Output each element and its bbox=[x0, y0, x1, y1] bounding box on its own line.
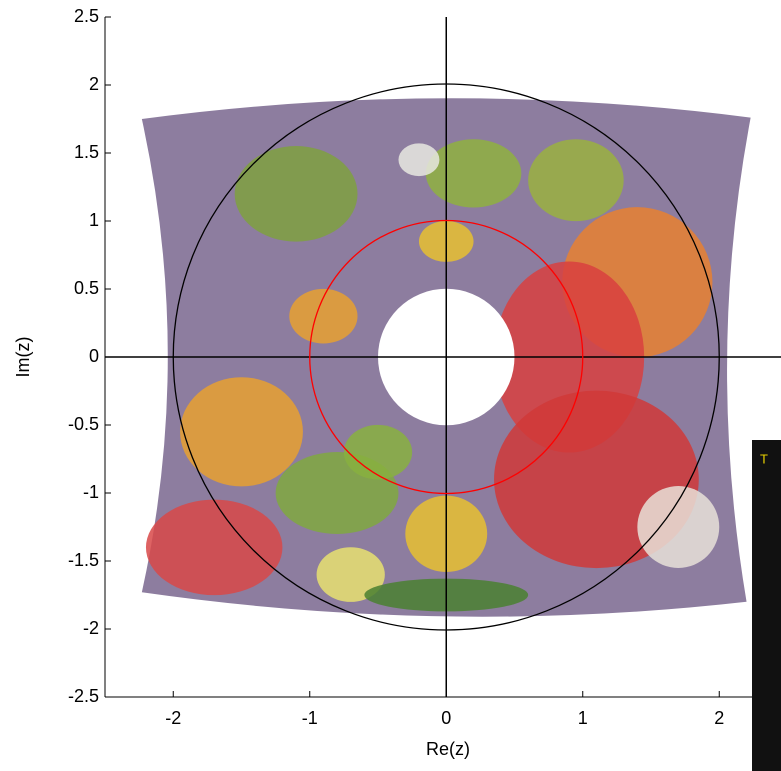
x-tick-label: -1 bbox=[302, 708, 318, 728]
image-region bbox=[235, 146, 358, 242]
y-tick-label: -2 bbox=[83, 618, 99, 638]
y-tick-label: -2.5 bbox=[68, 686, 99, 706]
y-tick-label: 2.5 bbox=[74, 6, 99, 26]
y-tick-label: -1.5 bbox=[68, 550, 99, 570]
y-tick-label: 2 bbox=[89, 74, 99, 94]
x-tick-label: 2 bbox=[714, 708, 724, 728]
overlay-text: T bbox=[760, 451, 768, 466]
chart: -2.5 -2 -1.5 -1 -0.5 0 0.5 1 1.5 2 2.5 -2 -1 0 1 2 Re(z… bbox=[0, 0, 781, 771]
image-region bbox=[528, 139, 624, 221]
x-tick-label: -2 bbox=[165, 708, 181, 728]
image-region bbox=[637, 486, 719, 568]
image-region bbox=[344, 425, 412, 480]
x-tick-label: 0 bbox=[441, 708, 451, 728]
x-tick-label: 1 bbox=[578, 708, 588, 728]
overlay-window bbox=[752, 440, 781, 771]
y-axis-label: Im(z) bbox=[13, 337, 33, 378]
image-region bbox=[426, 139, 522, 207]
y-tick-label: 0.5 bbox=[74, 278, 99, 298]
y-tick-label: -0.5 bbox=[68, 414, 99, 434]
x-axis-label: Re(z) bbox=[426, 739, 470, 759]
y-tick-label: 0 bbox=[89, 346, 99, 366]
image-region bbox=[398, 143, 439, 176]
image-region bbox=[146, 500, 283, 596]
y-tick-label: 1.5 bbox=[74, 142, 99, 162]
image-region bbox=[180, 377, 303, 486]
y-tick-label: 1 bbox=[89, 210, 99, 230]
y-tick-label: -1 bbox=[83, 482, 99, 502]
